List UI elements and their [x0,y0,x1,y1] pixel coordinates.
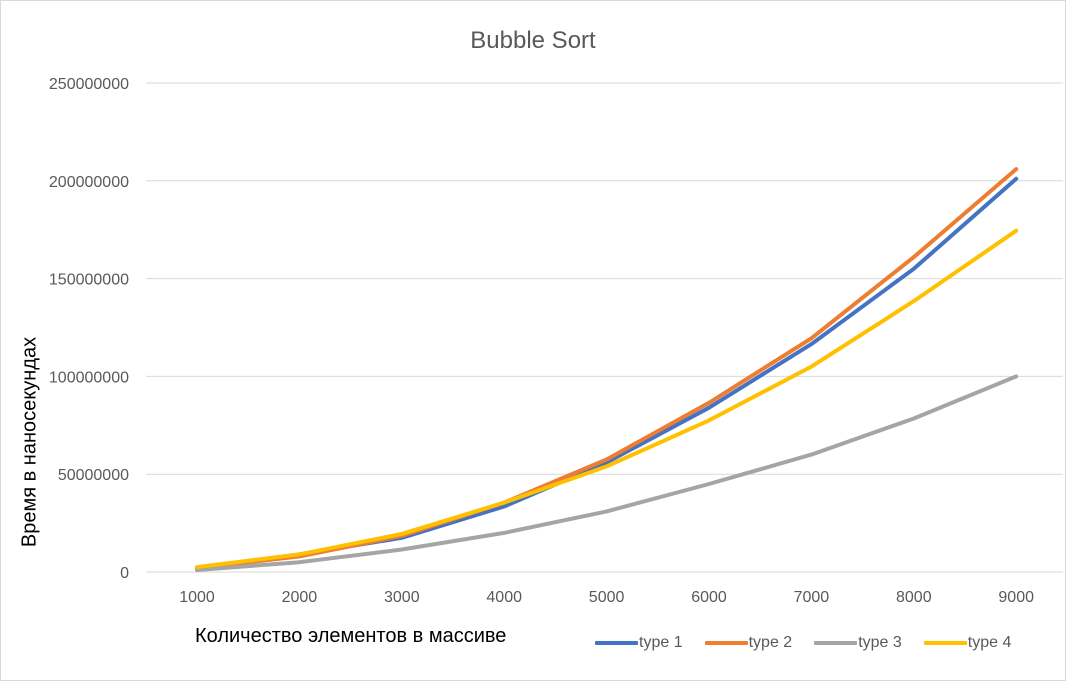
x-tick-label: 7000 [794,589,830,606]
legend-swatch-type-3 [814,641,858,645]
legend-item-type-3: type 3 [814,634,902,652]
legend-label-type-4: type 4 [967,634,1012,651]
series-lines [195,167,1019,572]
legend-label-type-2: type 2 [748,634,793,651]
x-tick-label: 9000 [998,589,1034,606]
x-tick-label: 4000 [486,589,522,606]
y-tick-label: 250000000 [49,76,129,93]
legend-label-type-3: type 3 [858,634,902,651]
legend-item-type-4: type 4 [923,634,1012,652]
x-tick-label: 6000 [691,589,727,606]
series-line-type-4 [195,228,1019,570]
series-line-type-2 [195,167,1019,571]
y-tick-label: 150000000 [49,272,129,289]
legend-label-type-1: type 1 [639,634,683,651]
y-axis-label: Время в наносекундах [18,336,41,548]
y-axis-ticks: 0 50000000 100000000 150000000 200000000 2500… [49,76,129,582]
y-tick-label: 200000000 [49,174,129,191]
x-axis-ticks: 1000 2000 3000 4000 5000 6000 7000 8000 9000 [179,589,1034,606]
x-axis-label: Количество элементов в массиве [195,625,507,647]
legend-swatch-type-1 [595,641,638,645]
legend-item-type-2: type 2 [704,634,793,652]
y-tick-label: 0 [120,565,129,582]
legend-swatch-type-4 [923,641,967,645]
y-tick-label: 50000000 [58,467,129,484]
legend: type 1 type 2 type 3 type 4 [595,634,1033,652]
x-tick-label: 3000 [384,589,420,606]
chart-title: Bubble Sort [470,27,596,54]
x-tick-label: 5000 [589,589,625,606]
x-tick-label: 8000 [896,589,932,606]
x-tick-label: 1000 [179,589,215,606]
gridlines [146,82,1063,573]
x-tick-label: 2000 [282,589,318,606]
series-line-type-3 [195,374,1019,572]
legend-item-type-1: type 1 [595,634,683,652]
y-tick-label: 100000000 [49,369,129,386]
legend-swatch-type-2 [704,641,748,645]
